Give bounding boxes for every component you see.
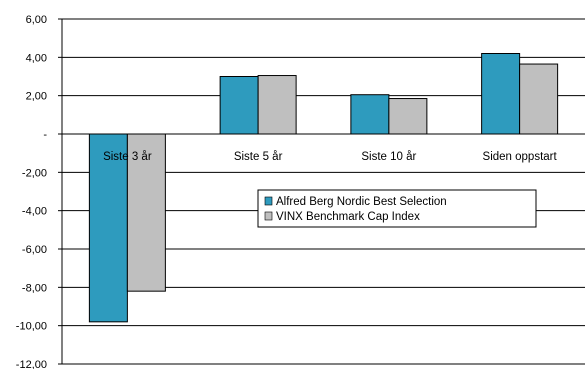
x-category-label: Siste 3 år [103,151,152,163]
y-tick-label: -10,00 [16,321,47,333]
y-tick-label: -8,00 [22,282,47,294]
bar-series-2 [257,75,297,135]
bar-series-2 [388,98,428,135]
bars [88,53,559,323]
legend-label-series-1: Alfred Berg Nordic Best Selection [276,196,447,208]
legend-label-series-2: VINX Benchmark Cap Index [276,211,420,223]
y-tick-label: 6,00 [26,14,47,26]
legend-swatch-series-2 [264,211,273,221]
x-category-label: Siste 5 år [234,151,283,163]
bar-series-1 [350,94,390,135]
bar-series-2 [126,133,166,292]
bar-series-2 [519,63,559,135]
legend-box [257,189,537,228]
x-category-label: Siste 10 år [361,151,416,163]
y-axis: 6,00 4,00 2,00 - -2,00 -4,00 -6,00 -8,00 -10,00 -… [16,14,63,369]
y-tick-label: -6,00 [22,244,47,256]
y-tick-label: -4,00 [22,206,47,218]
y-tick-label: -12,00 [16,359,47,369]
category-labels: Siste 3 år Siste 5 år Siste 10 år Siden opp… [103,151,557,163]
legend-swatch-series-1 [264,196,273,206]
y-tick-label: - [43,129,47,141]
bar-series-1 [219,76,259,135]
y-tick-label: 2,00 [26,91,47,103]
bar-series-1 [481,53,521,135]
y-tick-label: -2,00 [22,167,47,179]
legend: Alfred Berg Nordic Best Selection VINX B… [257,189,537,228]
x-category-label: Siden oppstart [483,151,558,163]
y-tick-label: 4,00 [26,52,47,64]
